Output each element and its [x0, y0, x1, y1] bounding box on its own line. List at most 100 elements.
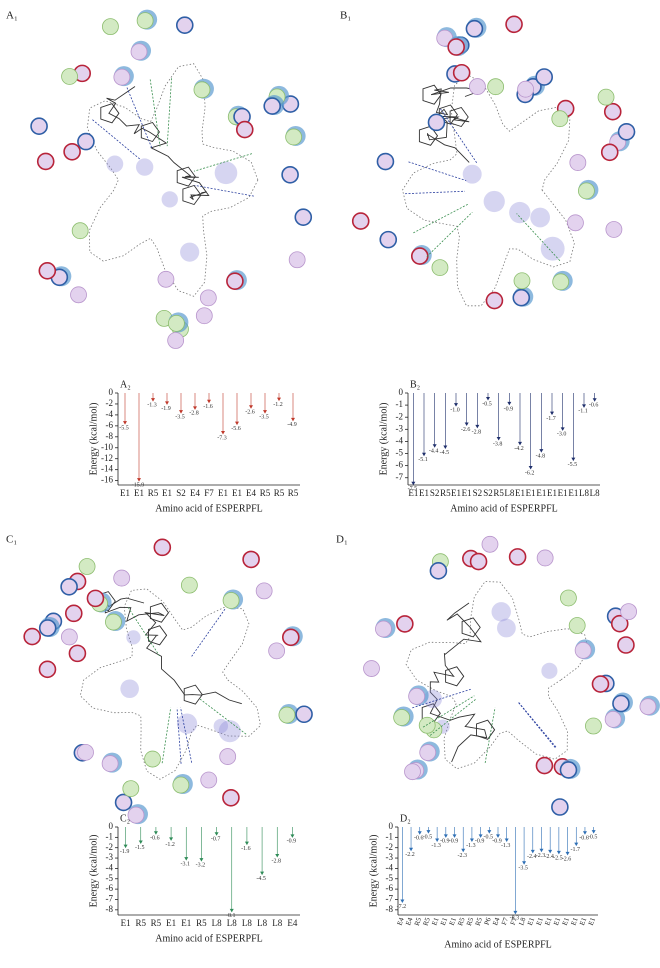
value-label: -0.6 [150, 836, 160, 842]
lollipop [582, 393, 586, 408]
y-tick-label: 0 [109, 821, 114, 831]
lollipop [137, 393, 141, 482]
interaction-diagram [363, 535, 660, 816]
x-tick-label: E1 [543, 916, 553, 927]
marker [528, 466, 533, 470]
value-label: -4.2 [514, 446, 524, 452]
h-bond [198, 697, 247, 735]
marker [522, 861, 527, 865]
residue [222, 592, 240, 609]
h-bond [193, 153, 253, 172]
value-label: -3.1 [181, 861, 191, 867]
x-axis-label: Amino acid of ESPERPFL [444, 939, 552, 950]
value-label: -4.5 [440, 450, 450, 456]
x-tick-label: E1 [578, 916, 588, 927]
residue [105, 613, 122, 631]
h-bond [126, 87, 153, 150]
residue [144, 750, 161, 768]
lollipop [487, 827, 492, 834]
x-tick-label: P6 [483, 916, 493, 926]
value-label: -6.2 [525, 470, 535, 476]
marker [469, 838, 474, 842]
marker [151, 398, 155, 402]
x-tick-label: E1 [218, 488, 228, 498]
lollipop [199, 827, 204, 862]
ring [140, 121, 160, 143]
value-label: -2.5 [553, 855, 563, 861]
marker [153, 831, 158, 835]
residue [38, 660, 57, 679]
ring [100, 103, 120, 124]
marker [548, 849, 553, 854]
chart-title: D₂ [400, 813, 411, 824]
residue [77, 743, 94, 761]
value-label: -3.5 [259, 415, 269, 421]
value-label: -2.6 [461, 427, 471, 433]
h-bond [484, 707, 496, 763]
value-label: -5.5 [119, 425, 129, 431]
ligand-bond [429, 602, 488, 763]
marker [574, 842, 579, 847]
marker [275, 853, 280, 858]
lollipop [277, 393, 281, 402]
x-tick-label: E1 [587, 916, 597, 927]
value-label: -7.5 [408, 486, 418, 492]
x-tick-label: R5 [440, 488, 451, 498]
lollipop [409, 827, 414, 852]
x-axis-label: Amino acid of ESPERPFL [450, 503, 558, 514]
value-label: -3.5 [518, 866, 528, 872]
lollipop [475, 393, 480, 429]
value-label: -2.6 [245, 410, 255, 416]
x-tick-label: E1 [439, 916, 449, 927]
marker [487, 830, 492, 834]
marker [452, 834, 457, 838]
lollipop [165, 393, 169, 405]
marker [277, 397, 281, 402]
x-tick-label: E1 [536, 488, 546, 498]
marker [249, 405, 253, 409]
x-tick-label: S2 [176, 488, 186, 498]
x-tick-label: F7 [204, 488, 214, 498]
marker [123, 844, 128, 849]
residue [222, 788, 240, 807]
y-tick-label: -4 [106, 862, 114, 872]
residue [199, 289, 217, 307]
x-tick-label: R5 [135, 918, 146, 928]
x-tick-label: L8 [212, 918, 222, 928]
chart-title: C₂ [120, 813, 130, 824]
y-tick-label: -2 [106, 398, 114, 408]
lollipop [591, 827, 596, 834]
x-tick-label: E1 [120, 488, 130, 498]
lollipop [411, 393, 416, 486]
y-tick-label: -1 [106, 831, 114, 841]
residue [36, 152, 55, 171]
residue [567, 214, 584, 232]
lollipop [496, 393, 501, 441]
solvent-blob [530, 207, 551, 228]
value-label: -1.2 [273, 402, 283, 408]
h-bond [516, 213, 561, 261]
h-bond [413, 203, 468, 234]
solvent-blob [213, 718, 229, 734]
residue [78, 558, 96, 575]
lollipop [123, 827, 128, 849]
x-tick-label: R5 [148, 488, 159, 498]
x-tick-label: R5 [493, 488, 504, 498]
residue [113, 569, 131, 587]
value-label: -2.3 [457, 853, 467, 859]
x-tick-label: L8 [242, 918, 252, 928]
pocket-outline [405, 581, 590, 770]
lollipop [496, 827, 500, 838]
y-axis-label: Energy (kcal/mol) [368, 835, 379, 908]
value-label: -1.3 [431, 843, 441, 849]
x-tick-label: E1 [166, 918, 176, 928]
marker [454, 403, 458, 407]
residue [127, 806, 145, 824]
x-tick-label: E1 [181, 918, 191, 928]
residue [408, 687, 426, 705]
residue [153, 538, 172, 557]
residue [200, 771, 218, 789]
lollipop [513, 827, 518, 915]
value-label: -1.7 [546, 416, 556, 422]
value-label: -15.9 [132, 482, 145, 488]
